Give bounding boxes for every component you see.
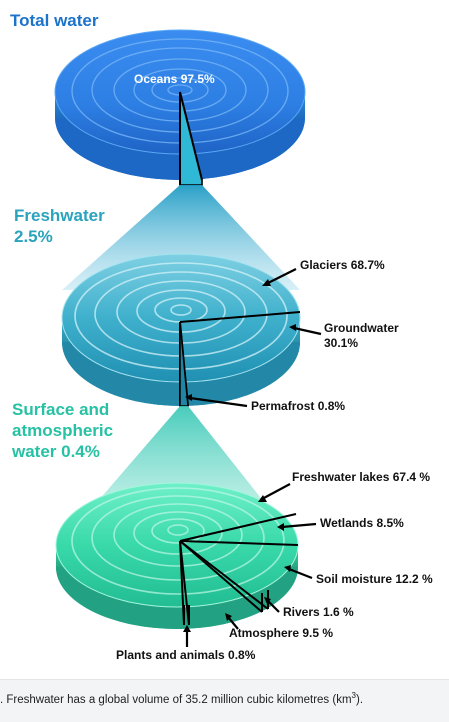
groundwater-label-line1: Groundwater [324, 321, 399, 335]
figure-caption: . Freshwater has a global volume of 35.2… [0, 691, 363, 706]
water-distribution-diagram: Oceans 97.5% [10, 11, 433, 662]
atmosphere-label: Atmosphere 9.5 % [229, 626, 333, 640]
wetlands-label: Wetlands 8.5% [320, 516, 404, 530]
plants-callout: Plants and animals 0.8% [116, 625, 256, 662]
surface-dividers [179, 513, 299, 626]
glaciers-callout: Glaciers 68.7% [262, 258, 385, 286]
freshwater-title: Freshwater 2.5% [14, 206, 105, 246]
soil-callout: Soil moisture 12.2 % [284, 565, 433, 586]
lakes-label: Freshwater lakes 67.4 % [292, 470, 430, 484]
glaciers-label: Glaciers 68.7% [300, 258, 385, 272]
groundwater-label-line2: 30.1% [324, 336, 358, 350]
glaciers-pointer [265, 268, 297, 285]
oceans-label: Oceans 97.5% [134, 72, 215, 86]
rivers-label: Rivers 1.6 % [283, 605, 354, 619]
caption-text: . Freshwater has a global volume of 35.2… [0, 693, 352, 706]
permafrost-pointer [189, 396, 248, 408]
freshwater-disc [61, 253, 301, 407]
rivers-pointer [266, 599, 280, 613]
lakes-callout: Freshwater lakes 67.4 % [258, 470, 430, 502]
rivers-callout: Rivers 1.6 % [264, 597, 354, 619]
total-water-title: Total water [10, 11, 99, 30]
freshwater-dividers [179, 311, 301, 407]
caption-bar: . Freshwater has a global volume of 35.2… [0, 679, 449, 722]
soil-pointer [288, 567, 313, 580]
permafrost-callout: Permafrost 0.8% [185, 394, 345, 413]
plants-label: Plants and animals 0.8% [116, 648, 256, 662]
caption-superscript: 3 [351, 691, 356, 700]
atmosphere-pointer [227, 616, 239, 630]
groundwater-callout: Groundwater 30.1% [289, 321, 399, 350]
diagram-canvas: Oceans 97.5% [54, 29, 433, 662]
permafrost-label: Permafrost 0.8% [251, 399, 345, 413]
wetlands-callout: Wetlands 8.5% [277, 516, 404, 531]
atmosphere-callout: Atmosphere 9.5 % [225, 613, 333, 640]
wetlands-pointer [281, 522, 317, 529]
caption-suffix: ). [355, 693, 364, 706]
surface-water-title: Surface and atmospheric water 0.4% [12, 400, 114, 461]
soil-label: Soil moisture 12.2 % [316, 572, 433, 586]
groundwater-pointer [293, 326, 322, 336]
surface-ripples [71, 487, 285, 595]
surface-water-disc [55, 482, 299, 629]
total-water-disc: Oceans 97.5% [54, 29, 306, 186]
lakes-pointer [261, 483, 291, 500]
